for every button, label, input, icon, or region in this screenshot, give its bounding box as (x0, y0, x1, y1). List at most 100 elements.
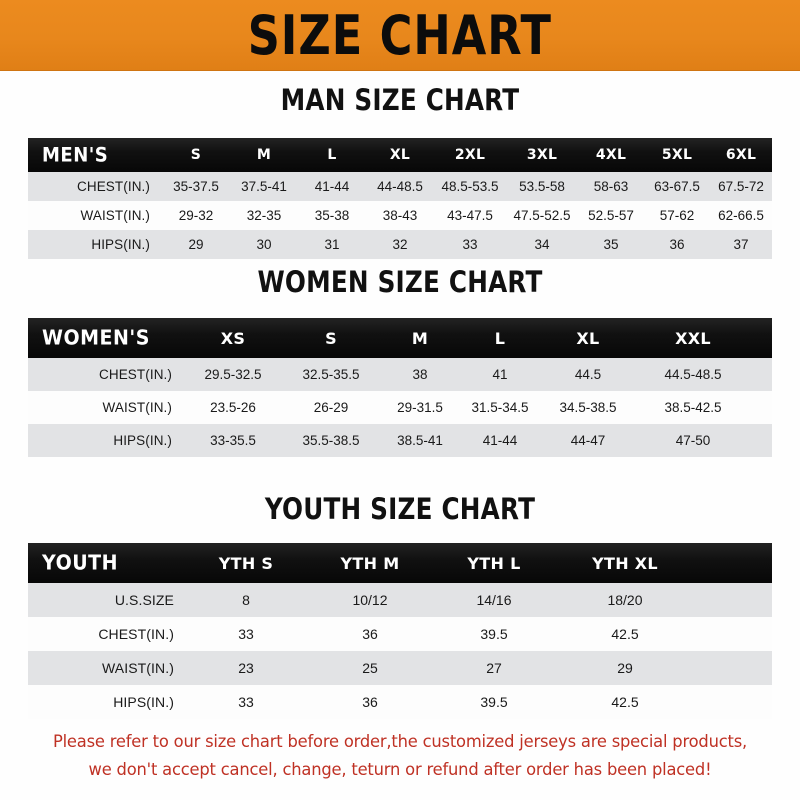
men-col-7: 5XL (661, 147, 693, 163)
cell: 8 (184, 583, 308, 617)
cell: 44.5-48.5 (636, 358, 750, 391)
cell: 26-29 (282, 391, 380, 424)
men-size-chart: MEN'S S M L XL 2XL 3XL 4XL 5XL 6XL CHEST… (28, 138, 772, 259)
cell: 42.5 (556, 685, 694, 719)
cell: 32.5-35.5 (282, 358, 380, 391)
cell: 39.5 (432, 617, 556, 651)
cell: 38.5-41 (380, 424, 460, 457)
women-col-3: L (494, 328, 506, 348)
cell-spacer (750, 391, 772, 424)
women-row-label-waist: WAIST(IN.) (28, 391, 184, 424)
table-row: CHEST(IN.) 33 36 39.5 42.5 (28, 617, 772, 651)
cell: 27 (432, 651, 556, 685)
men-col-6: 4XL (595, 147, 627, 163)
table-row: HIPS(IN.) 33 36 39.5 42.5 (28, 685, 772, 719)
cell: 35 (578, 230, 644, 259)
youth-row-label-ussize: U.S.SIZE (28, 583, 184, 617)
page-banner: SIZE CHART (0, 0, 800, 71)
women-table: WOMEN'S XS S M L XL XXL CHEST(IN.) 29.5-… (28, 318, 772, 457)
women-size-chart: WOMEN'S XS S M L XL XXL CHEST(IN.) 29.5-… (28, 318, 772, 457)
cell-spacer (750, 358, 772, 391)
cell: 53.5-58 (506, 172, 578, 201)
men-col-3: XL (389, 147, 411, 163)
men-table-header-row: MEN'S S M L XL 2XL 3XL 4XL 5XL 6XL (28, 138, 772, 172)
cell: 52.5-57 (578, 201, 644, 230)
men-row-label-chest: CHEST(IN.) (28, 172, 162, 201)
cell: 23.5-26 (184, 391, 282, 424)
women-section-heading: WOMEN SIZE CHART (257, 266, 543, 300)
cell: 41-44 (460, 424, 540, 457)
cell-spacer (694, 583, 772, 617)
cell: 32-35 (230, 201, 298, 230)
men-table: MEN'S S M L XL 2XL 3XL 4XL 5XL 6XL CHEST… (28, 138, 772, 259)
youth-row-label-waist: WAIST(IN.) (28, 651, 184, 685)
cell: 18/20 (556, 583, 694, 617)
cell: 44-47 (540, 424, 636, 457)
cell: 33 (184, 685, 308, 719)
cell: 48.5-53.5 (434, 172, 506, 201)
cell: 44.5 (540, 358, 636, 391)
footer-disclaimer: Please refer to our size chart before or… (0, 728, 800, 784)
cell: 30 (230, 230, 298, 259)
cell: 33-35.5 (184, 424, 282, 457)
table-row: U.S.SIZE 8 10/12 14/16 18/20 (28, 583, 772, 617)
cell: 36 (644, 230, 710, 259)
cell: 14/16 (432, 583, 556, 617)
cell: 29-31.5 (380, 391, 460, 424)
cell: 33 (184, 617, 308, 651)
table-row: HIPS(IN.) 33-35.5 35.5-38.5 38.5-41 41-4… (28, 424, 772, 457)
cell: 38.5-42.5 (636, 391, 750, 424)
cell: 39.5 (432, 685, 556, 719)
women-table-header-row: WOMEN'S XS S M L XL XXL (28, 318, 772, 358)
table-row: CHEST(IN.) 29.5-32.5 32.5-35.5 38 41 44.… (28, 358, 772, 391)
table-row: CHEST(IN.) 35-37.5 37.5-41 41-44 44-48.5… (28, 172, 772, 201)
cell: 38 (380, 358, 460, 391)
youth-row-label-chest: CHEST(IN.) (28, 617, 184, 651)
table-row: WAIST(IN.) 23 25 27 29 (28, 651, 772, 685)
page-title: SIZE CHART (247, 3, 553, 67)
cell-spacer (694, 651, 772, 685)
cell: 41-44 (298, 172, 366, 201)
youth-col-spacer (694, 543, 772, 583)
cell: 58-63 (578, 172, 644, 201)
women-col-4: XL (576, 328, 600, 348)
youth-col-0: YTH S (218, 553, 274, 573)
cell: 41 (460, 358, 540, 391)
men-row-label-hips: HIPS(IN.) (28, 230, 162, 259)
cell: 35-37.5 (162, 172, 230, 201)
cell: 47.5-52.5 (506, 201, 578, 230)
cell: 29 (556, 651, 694, 685)
youth-size-chart: YOUTH YTH S YTH M YTH L YTH XL U.S.SIZE … (28, 543, 772, 719)
cell: 31 (298, 230, 366, 259)
youth-corner-label: YOUTH (42, 551, 119, 575)
women-col-spacer (750, 318, 772, 358)
cell: 36 (308, 617, 432, 651)
table-row: HIPS(IN.) 29 30 31 32 33 34 35 36 37 (28, 230, 772, 259)
cell-spacer (694, 617, 772, 651)
cell: 29 (162, 230, 230, 259)
cell: 10/12 (308, 583, 432, 617)
men-corner-label: MEN'S (42, 143, 109, 167)
youth-col-2: YTH L (467, 553, 521, 573)
table-row: WAIST(IN.) 23.5-26 26-29 29-31.5 31.5-34… (28, 391, 772, 424)
men-col-5: 3XL (526, 147, 558, 163)
men-col-4: 2XL (454, 147, 486, 163)
cell: 43-47.5 (434, 201, 506, 230)
youth-row-label-hips: HIPS(IN.) (28, 685, 184, 719)
cell: 32 (366, 230, 434, 259)
youth-col-1: YTH M (340, 553, 400, 573)
cell-spacer (694, 685, 772, 719)
cell: 25 (308, 651, 432, 685)
cell: 42.5 (556, 617, 694, 651)
men-section-heading: MAN SIZE CHART (280, 84, 520, 118)
men-row-label-waist: WAIST(IN.) (28, 201, 162, 230)
cell: 44-48.5 (366, 172, 434, 201)
cell: 62-66.5 (710, 201, 772, 230)
men-col-2: L (327, 147, 337, 163)
cell: 57-62 (644, 201, 710, 230)
women-col-0: XS (220, 328, 246, 348)
women-col-5: XXL (675, 328, 711, 348)
cell: 29.5-32.5 (184, 358, 282, 391)
women-corner-label: WOMEN'S (42, 326, 150, 350)
